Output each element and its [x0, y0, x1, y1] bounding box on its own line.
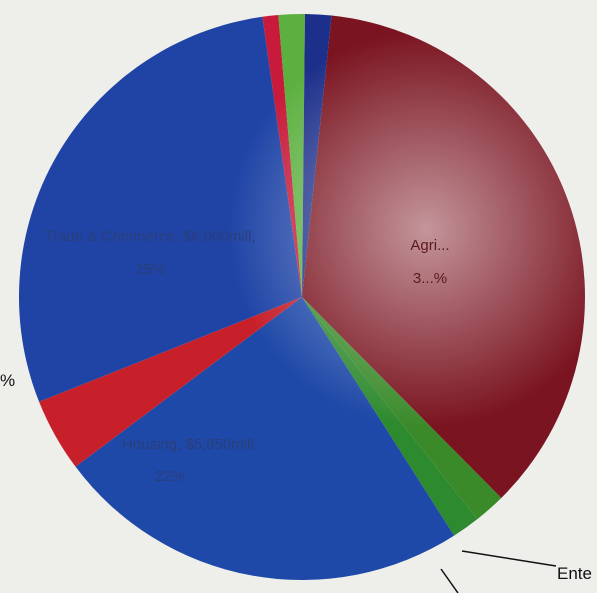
slice-label-trade: Trade & Commerce, $6,000mill, — [44, 228, 255, 245]
slice-value-agri: 3...% — [413, 270, 447, 287]
leader-line-entertainment — [461, 550, 557, 567]
slice-value-trade: 25% — [135, 261, 165, 278]
slice-value-housing: 22% — [155, 468, 185, 485]
glare-overlay — [19, 14, 585, 580]
outside-label-entertainment: Ente — [557, 564, 592, 583]
leader-line-bottom — [440, 568, 459, 593]
slice-label-agri: Agri... — [410, 237, 449, 254]
outside-label-left: % — [0, 371, 15, 390]
slice-label-housing: Housing, $5,850mill, — [122, 436, 258, 453]
